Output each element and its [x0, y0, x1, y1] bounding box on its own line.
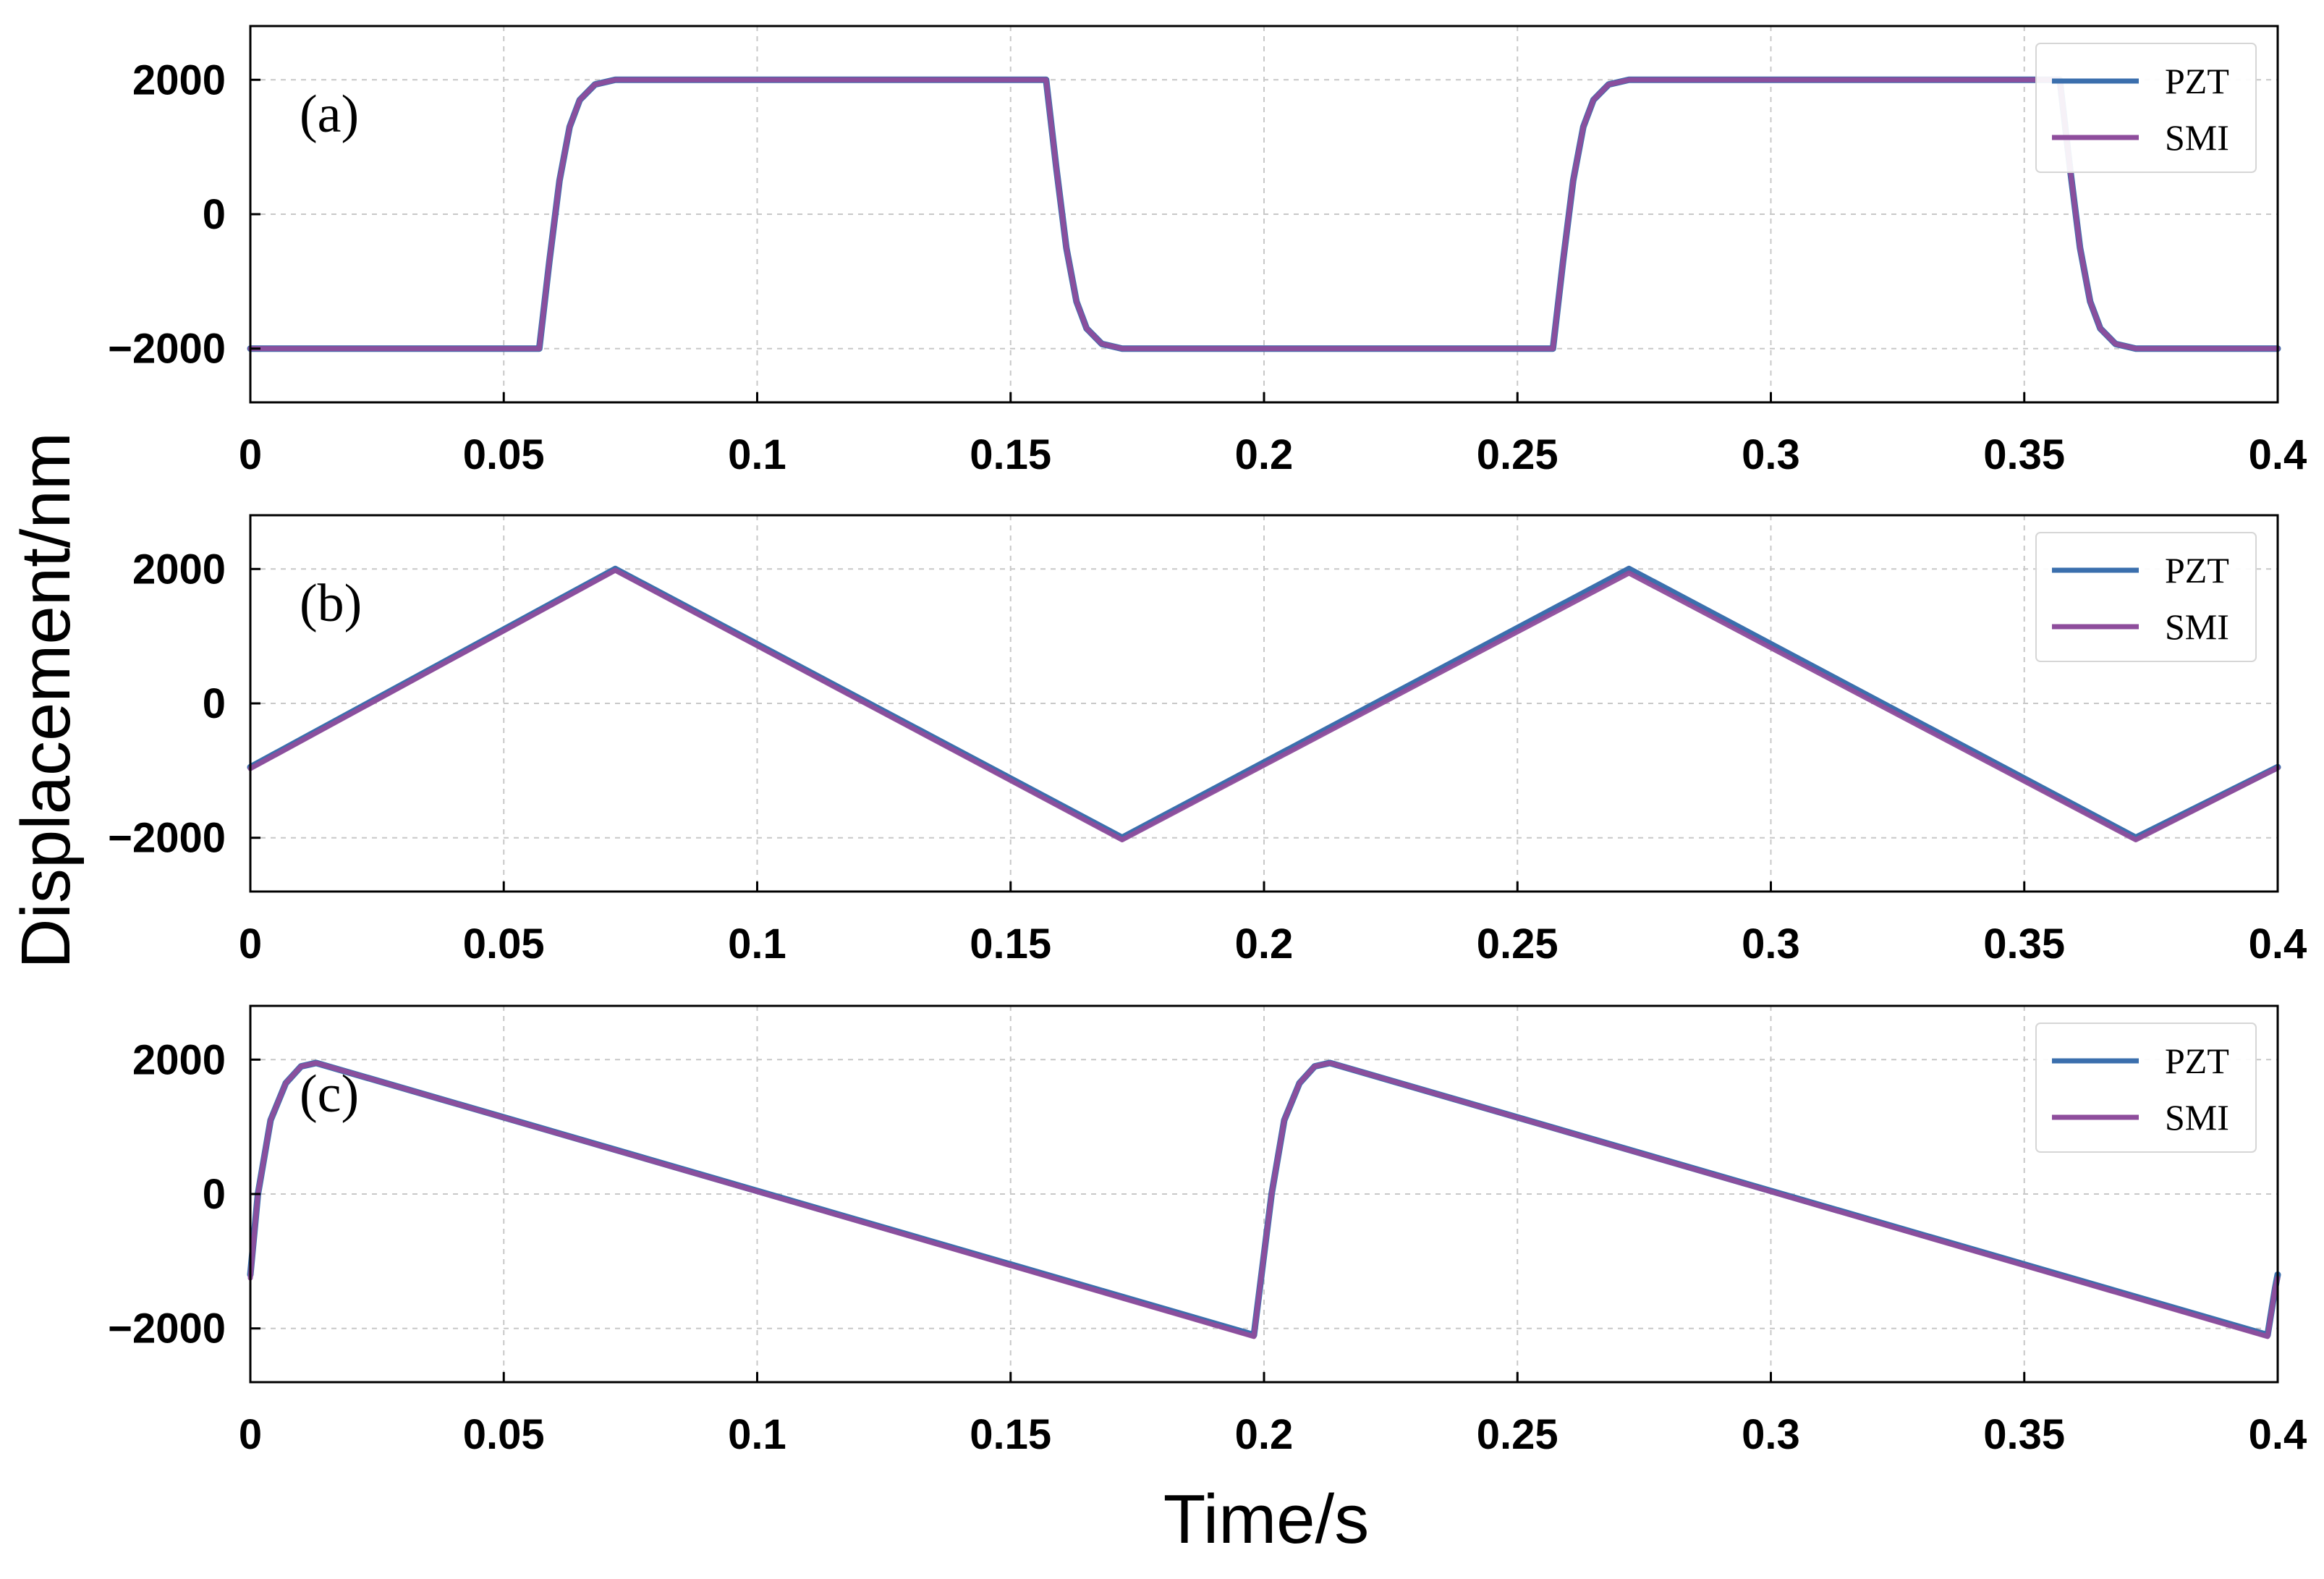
x-tick-label: 0.25 — [1477, 1411, 1558, 1458]
panel-0: 0 0.05 0.1 0.15 0.2 0.25 0.3 0.35 0.4 2000 0 −2000 (… — [108, 25, 2307, 478]
x-tick-label: 0.05 — [463, 431, 545, 478]
panels: 0 0.05 0.1 0.15 0.2 0.25 0.3 0.35 0.4 2000 0 −2000 (… — [108, 25, 2307, 1458]
x-tick-label: 0.15 — [970, 431, 1051, 478]
panel-label: (c) — [300, 1064, 359, 1124]
y-tick-label: 2000 — [132, 56, 226, 103]
y-tick-label: 0 — [203, 1171, 226, 1218]
x-tick-label: 0.4 — [2249, 920, 2307, 968]
x-tick-label: 0 — [239, 431, 262, 478]
x-tick-label: 0.25 — [1477, 920, 1558, 968]
legend: PZT SMI — [2035, 1023, 2257, 1153]
x-tick-label: 0.25 — [1477, 431, 1558, 478]
y-tick-label: −2000 — [108, 326, 226, 373]
y-axis-title: Displacement/nm — [7, 432, 85, 969]
x-axis-title: Time/s — [1163, 1481, 1369, 1558]
x-tick-label: 0.2 — [1235, 920, 1294, 968]
panel-2: 0 0.05 0.1 0.15 0.2 0.25 0.3 0.35 0.4 2000 0 −2000 (… — [108, 1004, 2307, 1458]
panel-label: (b) — [300, 574, 362, 633]
series-line-smi — [247, 567, 2281, 842]
x-tick-label: 0.2 — [1235, 1411, 1294, 1458]
y-tick-label: 2000 — [132, 546, 226, 593]
x-tick-label: 0 — [239, 920, 262, 968]
x-tick-label: 0.1 — [728, 431, 786, 478]
x-tick-label: 0.4 — [2249, 1411, 2307, 1458]
legend-label-pzt: PZT — [2165, 1041, 2229, 1081]
legend-label-pzt: PZT — [2165, 550, 2229, 590]
series-line-smi — [247, 77, 2281, 352]
x-tick-label: 0.1 — [728, 1411, 786, 1458]
series-line-smi — [247, 1060, 2281, 1339]
y-tick-label: 0 — [203, 191, 226, 238]
y-tick-label: 2000 — [132, 1036, 226, 1083]
panel-label: (a) — [300, 85, 359, 144]
x-tick-label: 0.4 — [2249, 431, 2307, 478]
x-tick-label: 0.35 — [1983, 1411, 2065, 1458]
x-tick-label: 0.3 — [1742, 920, 1800, 968]
x-tick-label: 0.05 — [463, 920, 545, 968]
legend-label-smi: SMI — [2165, 1097, 2229, 1138]
x-tick-label: 0.15 — [970, 920, 1051, 968]
x-tick-label: 0.3 — [1742, 1411, 1800, 1458]
x-tick-label: 0.15 — [970, 1411, 1051, 1458]
y-tick-label: −2000 — [108, 815, 226, 862]
y-tick-label: 0 — [203, 680, 226, 727]
x-tick-label: 0.05 — [463, 1411, 545, 1458]
y-tick-label: −2000 — [108, 1305, 226, 1352]
legend: PZT SMI — [2035, 532, 2257, 662]
x-tick-label: 0.3 — [1742, 431, 1800, 478]
legend-label-pzt: PZT — [2165, 61, 2229, 101]
x-tick-label: 0 — [239, 1411, 262, 1458]
x-tick-label: 0.35 — [1983, 920, 2065, 968]
x-tick-label: 0.2 — [1235, 431, 1294, 478]
legend-label-smi: SMI — [2165, 606, 2229, 647]
legend: PZT SMI — [2035, 43, 2257, 173]
legend-label-smi: SMI — [2165, 117, 2229, 158]
x-tick-label: 0.1 — [728, 920, 786, 968]
panel-1: 0 0.05 0.1 0.15 0.2 0.25 0.3 0.35 0.4 2000 0 −2000 (… — [108, 514, 2307, 968]
x-tick-label: 0.35 — [1983, 431, 2065, 478]
